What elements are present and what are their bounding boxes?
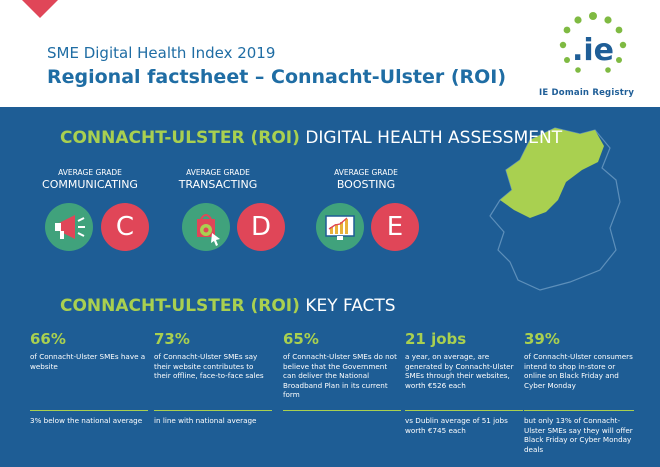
logo-mark: .ie bbox=[572, 33, 614, 68]
keyfacts-label: KEY FACTS bbox=[305, 296, 396, 316]
connacht-ulster-region bbox=[500, 128, 604, 218]
grade-name-transacting: TRANSACTING bbox=[178, 178, 258, 191]
fact-divider bbox=[154, 410, 272, 411]
fact-item: 65% of Connacht-Ulster SMEs do not belie… bbox=[283, 330, 401, 411]
fact-divider bbox=[283, 410, 401, 411]
grade-communicating: C bbox=[101, 203, 149, 251]
fact-divider bbox=[524, 410, 634, 411]
keyfacts-region: CONNACHT-ULSTER (ROI) bbox=[60, 296, 300, 316]
fact-note: vs Dublin average of 51 jobs worth €745 … bbox=[405, 416, 508, 435]
fact-description: a year, on average, are generated by Con… bbox=[405, 352, 514, 390]
ie-domain-registry-logo: .ie bbox=[559, 12, 627, 73]
page-title: Regional factsheet – Connacht-Ulster (RO… bbox=[47, 66, 507, 88]
growth-chart-icon bbox=[316, 203, 364, 251]
grade-name-boosting: BOOSTING bbox=[336, 178, 396, 191]
fact-item: 66% of Connacht-Ulster SMEs have a websi… bbox=[30, 330, 148, 425]
corner-triangle-decoration bbox=[22, 0, 58, 18]
ireland-map bbox=[489, 127, 621, 291]
fact-value: 66% bbox=[30, 330, 66, 348]
fact-description: of Connacht-Ulster SMEs have a website bbox=[30, 352, 146, 371]
assessment-label: DIGITAL HEALTH ASSESSMENT bbox=[305, 128, 563, 148]
grade-name-communicating: COMMUNICATING bbox=[42, 178, 138, 191]
grade-caption-boosting: AVERAGE GRADE bbox=[334, 168, 398, 177]
fact-note: 3% below the national average bbox=[30, 416, 143, 425]
fact-description: of Connacht-Ulster consumers intend to s… bbox=[524, 352, 633, 390]
grade-caption-communicating: AVERAGE GRADE bbox=[58, 168, 122, 177]
assessment-heading: CONNACHT-ULSTER (ROI) DIGITAL HEALTH ASS… bbox=[60, 128, 562, 148]
grade-caption-transacting: AVERAGE GRADE bbox=[186, 168, 250, 177]
assessment-region: CONNACHT-ULSTER (ROI) bbox=[60, 128, 300, 148]
megaphone-icon bbox=[45, 203, 93, 251]
shopping-bag-icon bbox=[182, 203, 230, 251]
fact-value: 73% bbox=[154, 330, 190, 348]
fact-item: 21 jobs a year, on average, are generate… bbox=[405, 330, 523, 435]
fact-item: 39% of Connacht-Ulster consumers intend … bbox=[524, 330, 634, 454]
fact-value: 39% bbox=[524, 330, 560, 348]
grade-boosting: E bbox=[371, 203, 419, 251]
fact-description: of Connacht-Ulster SMEs do not believe t… bbox=[283, 352, 397, 399]
fact-value: 21 jobs bbox=[405, 330, 467, 348]
keyfacts-heading: CONNACHT-ULSTER (ROI) KEY FACTS bbox=[60, 296, 396, 316]
fact-note: in line with national average bbox=[154, 416, 257, 425]
fact-item: 73% of Connacht-Ulster SMEs say their we… bbox=[154, 330, 272, 425]
fact-divider bbox=[405, 410, 523, 411]
fact-note: but only 13% of Connacht-Ulster SMEs say… bbox=[524, 416, 633, 454]
grade-transacting: D bbox=[237, 203, 285, 251]
logo-caption: IE Domain Registry bbox=[539, 88, 635, 98]
fact-value: 65% bbox=[283, 330, 319, 348]
fact-description: of Connacht-Ulster SMEs say their websit… bbox=[154, 352, 264, 380]
report-subtitle: SME Digital Health Index 2019 bbox=[47, 44, 276, 62]
fact-divider bbox=[30, 410, 148, 411]
